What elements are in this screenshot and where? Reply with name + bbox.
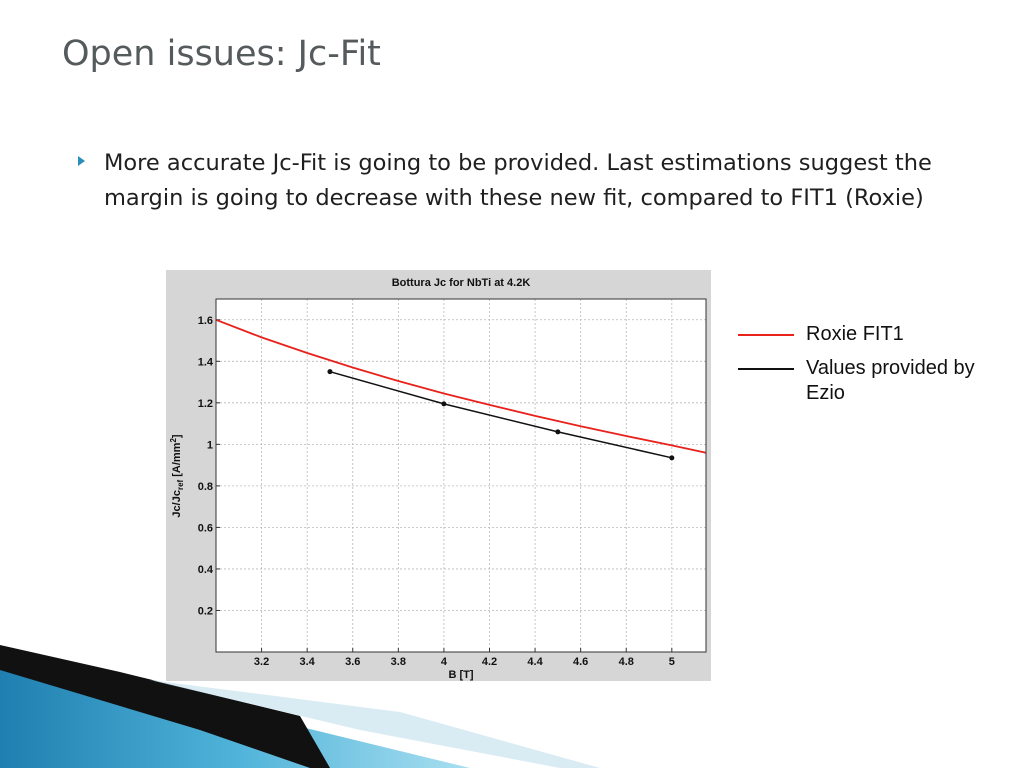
x-tick-label: 5 xyxy=(669,656,675,668)
grid xyxy=(216,299,706,652)
x-tick-label: 3.4 xyxy=(300,656,316,668)
y-axis-label-main: Jc/Jc xyxy=(171,490,183,518)
y-tick-label: 0.6 xyxy=(198,522,213,534)
legend-line-red xyxy=(738,334,794,336)
x-tick-label: 4 xyxy=(441,656,448,668)
y-axis-label: Jc/Jcref [A/mm2] xyxy=(169,434,185,518)
series-layer xyxy=(215,318,707,461)
x-tick-label: 3.6 xyxy=(345,656,360,668)
y-axis-label-unit: [A/mm xyxy=(171,442,183,480)
y-tick-label: 1.4 xyxy=(198,356,214,368)
bullet-arrow-icon xyxy=(78,156,85,166)
slide-title: Open issues: Jc-Fit xyxy=(62,34,381,74)
y-axis-label-close: ] xyxy=(171,434,183,438)
legend-label: Roxie FIT1 xyxy=(806,323,904,345)
x-axis-label: B [T] xyxy=(448,669,473,681)
legend-label: Values provided by Ezio xyxy=(806,357,975,404)
x-tick-label: 3.2 xyxy=(254,656,269,668)
y-tick-label: 0.2 xyxy=(198,605,213,617)
legend-item-roxie: Roxie FIT1 xyxy=(738,322,1008,352)
x-tick-label: 4.8 xyxy=(619,656,634,668)
jc-fit-chart: 3.2 3.4 3.6 3.8 4 4.2 4.4 4.6 4.8 5 0.2 0.4 0.6 0.8 1 1… xyxy=(169,277,707,681)
bullet-text: More accurate Jc-Fit is going to be prov… xyxy=(104,150,932,211)
swoosh-light xyxy=(150,680,600,768)
legend-item-ezio: Values provided by Ezio xyxy=(738,356,1008,404)
y-tick-label: 0.4 xyxy=(198,564,214,576)
data-point xyxy=(441,401,447,407)
y-tick-label: 1.6 xyxy=(198,315,213,327)
y-axis-label-sub: ref xyxy=(176,479,185,490)
data-point xyxy=(669,455,675,461)
y-tick-label: 1 xyxy=(207,439,213,451)
series-line-ezio xyxy=(329,370,672,459)
chart-title: Bottura Jc for NbTi at 4.2K xyxy=(392,277,531,289)
series-line-roxie-fit1 xyxy=(215,318,707,454)
data-point xyxy=(555,429,561,435)
y-axis-label-sup: 2 xyxy=(169,438,178,443)
x-tick-label: 4.4 xyxy=(527,656,543,668)
chart-panel: 3.2 3.4 3.6 3.8 4 4.2 4.4 4.6 4.8 5 0.2 0.4 0.6 0.8 1 1… xyxy=(166,270,711,681)
data-point xyxy=(327,369,333,375)
x-tick-label: 4.2 xyxy=(482,656,497,668)
x-tick-label: 4.6 xyxy=(573,656,588,668)
legend: Roxie FIT1 Values provided by Ezio xyxy=(738,322,1008,404)
y-tick-label: 1.2 xyxy=(198,398,213,410)
legend-line-black xyxy=(738,368,794,370)
plot-area xyxy=(216,299,706,652)
y-tick-label: 0.8 xyxy=(198,481,213,493)
x-tick-label: 3.8 xyxy=(391,656,406,668)
